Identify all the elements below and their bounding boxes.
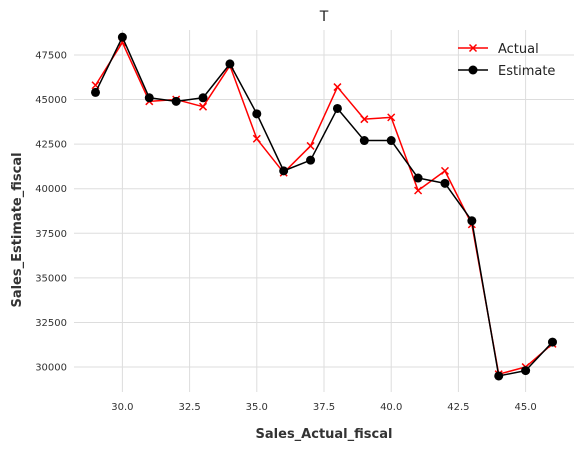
- series-estimate: [91, 32, 557, 381]
- legend-marker-estimate: [468, 65, 478, 75]
- y-axis-ticks: 30000 32500 35000 37500 40000 42500 45000 47500: [35, 50, 67, 373]
- data-point-actual: [440, 166, 449, 175]
- legend-marker-actual: [468, 43, 478, 53]
- y-tick-label: 42500: [35, 140, 67, 151]
- data-point-estimate: [91, 87, 101, 97]
- data-point-estimate: [386, 136, 396, 146]
- y-tick-label: 32500: [35, 318, 67, 329]
- y-tick-label: 45000: [35, 95, 67, 106]
- y-tick-label: 35000: [35, 273, 67, 284]
- x-axis-ticks: 30.0 32.5 35.0 37.5 40.0 42.5 45.0: [111, 402, 536, 413]
- data-point-estimate: [252, 109, 262, 119]
- x-tick-label: 30.0: [111, 402, 133, 413]
- x-tick-label: 45.0: [514, 402, 536, 413]
- data-point-estimate: [467, 216, 477, 226]
- y-tick-label: 40000: [35, 184, 67, 195]
- grid: [74, 30, 574, 392]
- data-point-estimate: [117, 32, 127, 42]
- data-point-estimate: [332, 103, 342, 113]
- data-point-estimate: [440, 178, 450, 188]
- y-axis-label: Sales_Estimate_fiscal: [10, 152, 25, 307]
- data-point-actual: [387, 113, 396, 122]
- series-line-estimate: [94, 36, 554, 377]
- data-point-actual: [360, 115, 369, 124]
- x-tick-label: 40.0: [380, 402, 402, 413]
- data-point-estimate: [359, 136, 369, 146]
- data-point-estimate: [198, 93, 208, 103]
- legend-label-actual: Actual: [498, 42, 539, 57]
- data-point-actual: [333, 83, 342, 92]
- data-point-estimate: [225, 59, 235, 69]
- legend-label-estimate: Estimate: [498, 64, 555, 79]
- x-tick-label: 32.5: [178, 402, 200, 413]
- data-point-actual: [199, 102, 208, 111]
- legend-item-actual: Actual: [458, 42, 539, 57]
- data-point-actual: [306, 141, 315, 150]
- data-point-estimate: [306, 155, 316, 165]
- data-point-estimate: [171, 96, 181, 106]
- data-point-estimate: [521, 366, 531, 376]
- x-tick-label: 42.5: [447, 402, 469, 413]
- data-point-actual: [252, 134, 261, 143]
- data-point-estimate: [279, 166, 289, 176]
- series-layer: [91, 32, 557, 381]
- chart-title: T: [319, 9, 329, 25]
- y-tick-label: 30000: [35, 363, 67, 374]
- data-point-estimate: [413, 173, 423, 183]
- y-tick-label: 47500: [35, 50, 67, 61]
- y-tick-label: 37500: [35, 229, 67, 240]
- data-point-estimate: [494, 371, 504, 381]
- legend: Actual Estimate: [458, 42, 555, 79]
- x-axis-label: Sales_Actual_fiscal: [256, 427, 393, 442]
- x-tick-label: 37.5: [313, 402, 335, 413]
- data-point-actual: [414, 186, 423, 195]
- data-point-estimate: [144, 93, 154, 103]
- x-tick-label: 35.0: [246, 402, 268, 413]
- legend-item-estimate: Estimate: [458, 64, 555, 79]
- data-point-estimate: [547, 337, 557, 347]
